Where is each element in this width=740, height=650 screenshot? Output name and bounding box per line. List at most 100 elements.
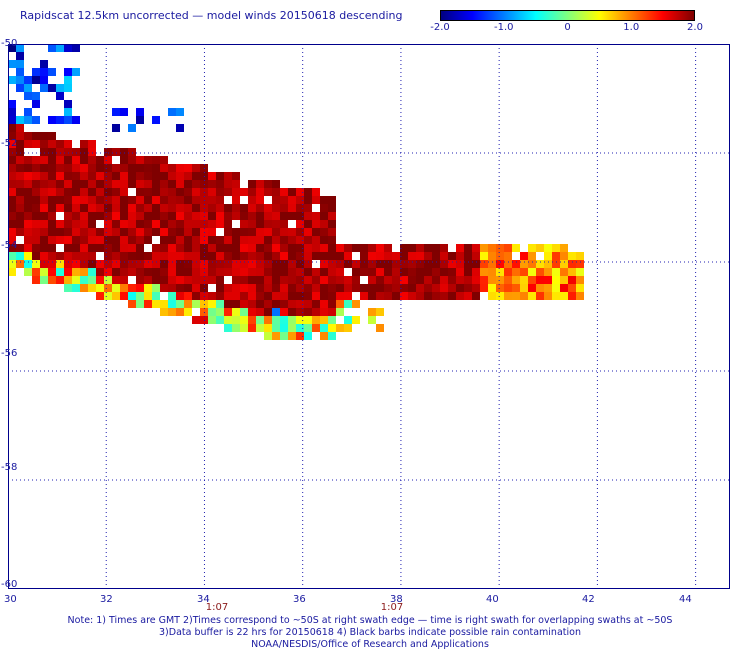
wind-cell bbox=[112, 220, 120, 228]
wind-cell bbox=[328, 228, 336, 236]
wind-cell bbox=[224, 300, 232, 308]
wind-cell bbox=[24, 140, 32, 148]
wind-cell bbox=[8, 132, 16, 140]
wind-cell bbox=[40, 68, 48, 76]
wind-cell bbox=[552, 260, 560, 268]
wind-cell bbox=[288, 284, 296, 292]
wind-cell bbox=[136, 180, 144, 188]
wind-cell bbox=[512, 260, 520, 268]
wind-cell bbox=[304, 220, 312, 228]
wind-cell bbox=[416, 292, 424, 300]
wind-cell bbox=[160, 308, 168, 316]
wind-cell bbox=[384, 252, 392, 260]
wind-cell bbox=[104, 252, 112, 260]
wind-cell bbox=[96, 212, 104, 220]
wind-cell bbox=[96, 188, 104, 196]
wind-cell bbox=[352, 276, 360, 284]
wind-cell bbox=[288, 244, 296, 252]
wind-cell bbox=[288, 276, 296, 284]
wind-cell bbox=[240, 236, 248, 244]
wind-cell bbox=[104, 236, 112, 244]
wind-cell bbox=[56, 116, 64, 124]
wind-cell bbox=[224, 260, 232, 268]
wind-cell bbox=[352, 244, 360, 252]
wind-cell bbox=[128, 292, 136, 300]
wind-cell bbox=[208, 228, 216, 236]
wind-cell bbox=[16, 84, 24, 92]
wind-cell bbox=[424, 260, 432, 268]
wind-cell bbox=[72, 148, 80, 156]
wind-cell bbox=[272, 276, 280, 284]
wind-cell bbox=[152, 156, 160, 164]
wind-cell bbox=[448, 292, 456, 300]
wind-cell bbox=[320, 196, 328, 204]
wind-cell bbox=[392, 276, 400, 284]
wind-cell bbox=[136, 268, 144, 276]
wind-cell bbox=[40, 228, 48, 236]
wind-cell bbox=[80, 228, 88, 236]
wind-cell bbox=[144, 204, 152, 212]
wind-cell bbox=[176, 260, 184, 268]
wind-cell bbox=[568, 292, 576, 300]
wind-cell bbox=[120, 108, 128, 116]
wind-cell bbox=[552, 268, 560, 276]
wind-cell bbox=[256, 308, 264, 316]
wind-cell bbox=[184, 212, 192, 220]
wind-cell bbox=[504, 276, 512, 284]
wind-cell bbox=[320, 228, 328, 236]
wind-cell bbox=[32, 268, 40, 276]
wind-cell bbox=[64, 172, 72, 180]
wind-cell bbox=[352, 284, 360, 292]
wind-cell bbox=[16, 260, 24, 268]
wind-cell bbox=[256, 228, 264, 236]
wind-cell bbox=[160, 188, 168, 196]
wind-cell bbox=[240, 252, 248, 260]
wind-cell bbox=[480, 244, 488, 252]
wind-cell bbox=[520, 292, 528, 300]
x-tick-label: 30 bbox=[4, 594, 17, 605]
wind-cell bbox=[72, 252, 80, 260]
wind-cell bbox=[128, 260, 136, 268]
wind-cell bbox=[560, 284, 568, 292]
wind-cell bbox=[160, 268, 168, 276]
wind-cell bbox=[544, 284, 552, 292]
wind-cell bbox=[552, 292, 560, 300]
wind-cell bbox=[32, 164, 40, 172]
wind-cell bbox=[136, 116, 144, 124]
wind-cell bbox=[376, 268, 384, 276]
wind-cell bbox=[496, 252, 504, 260]
wind-cell bbox=[64, 212, 72, 220]
wind-cell bbox=[176, 164, 184, 172]
wind-cell bbox=[64, 108, 72, 116]
wind-cell bbox=[160, 172, 168, 180]
wind-cell bbox=[280, 260, 288, 268]
wind-cell bbox=[72, 204, 80, 212]
wind-cell bbox=[32, 260, 40, 268]
wind-cell bbox=[320, 284, 328, 292]
wind-cell bbox=[72, 220, 80, 228]
wind-cell bbox=[256, 196, 264, 204]
wind-cell bbox=[192, 260, 200, 268]
wind-cell bbox=[552, 244, 560, 252]
wind-cell bbox=[136, 164, 144, 172]
wind-cell bbox=[360, 260, 368, 268]
wind-cell bbox=[256, 180, 264, 188]
wind-cell bbox=[504, 268, 512, 276]
wind-cell bbox=[512, 292, 520, 300]
wind-cell bbox=[336, 300, 344, 308]
wind-cell bbox=[176, 236, 184, 244]
wind-cell bbox=[96, 292, 104, 300]
wind-cell bbox=[280, 284, 288, 292]
wind-cell bbox=[424, 292, 432, 300]
wind-cell bbox=[192, 220, 200, 228]
wind-cell bbox=[320, 300, 328, 308]
wind-cell bbox=[560, 260, 568, 268]
wind-cell bbox=[528, 268, 536, 276]
wind-cell bbox=[424, 284, 432, 292]
wind-cell bbox=[56, 204, 64, 212]
wind-cell bbox=[152, 244, 160, 252]
wind-cell bbox=[312, 268, 320, 276]
wind-cell bbox=[224, 292, 232, 300]
wind-cell bbox=[232, 196, 240, 204]
wind-cell bbox=[312, 292, 320, 300]
